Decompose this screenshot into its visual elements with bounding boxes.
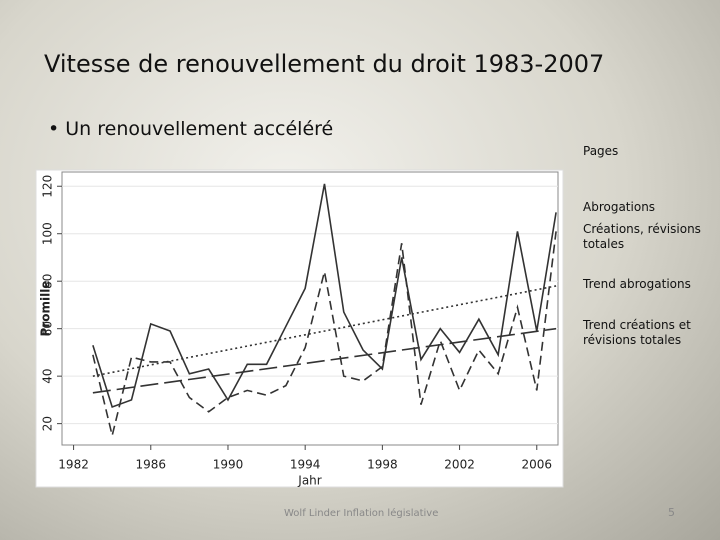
y-tick-label: 40	[41, 369, 55, 384]
legend-entry: Abrogations	[583, 200, 656, 214]
y-tick-label: 80	[41, 274, 55, 289]
y-axis-label: Promille	[39, 281, 53, 337]
x-tick-label: 1986	[136, 458, 167, 472]
series-line	[92, 231, 557, 436]
bullet-text: Un renouvellement accéléré	[65, 118, 334, 140]
page-number: 5	[668, 506, 675, 519]
legend-entry: Créations, révisions totales	[583, 222, 701, 251]
x-tick-label: 1982	[58, 458, 89, 472]
x-tick-label: 2002	[444, 458, 475, 472]
series-line	[92, 285, 557, 377]
legend-entry: Trend créations et révisions totales	[583, 318, 691, 347]
y-tick-label: 100	[41, 222, 55, 245]
x-tick-label: 2006	[521, 458, 552, 472]
x-tick-label: 1998	[367, 458, 398, 472]
slide-title: Vitesse de renouvellement du droit 1983-…	[44, 50, 605, 78]
series-line	[92, 327, 557, 394]
x-tick-label: 1990	[213, 458, 244, 472]
x-axis-label: Jahr	[297, 474, 321, 488]
plot-area	[61, 171, 559, 446]
footer: Wolf Linder Inflation législative	[284, 508, 439, 519]
series-line	[92, 183, 557, 409]
bullet: • Un renouvellement accéléré	[48, 118, 334, 140]
legend-entry: Trend abrogations	[583, 277, 691, 291]
y-tick-label: 120	[41, 175, 55, 198]
x-tick-label: 1994	[290, 458, 321, 472]
legend-title: Pages	[583, 144, 619, 158]
y-tick-label: 20	[41, 416, 55, 431]
y-tick-label: 60	[41, 321, 55, 336]
